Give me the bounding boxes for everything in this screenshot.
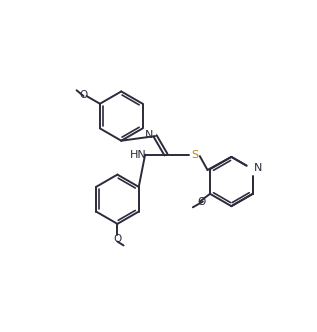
Text: HN: HN [130, 150, 146, 160]
Text: O: O [113, 233, 121, 243]
Text: S: S [191, 150, 198, 160]
Text: N: N [145, 130, 153, 140]
Text: N: N [254, 163, 262, 173]
Text: O: O [79, 90, 87, 100]
Text: O: O [197, 197, 205, 207]
